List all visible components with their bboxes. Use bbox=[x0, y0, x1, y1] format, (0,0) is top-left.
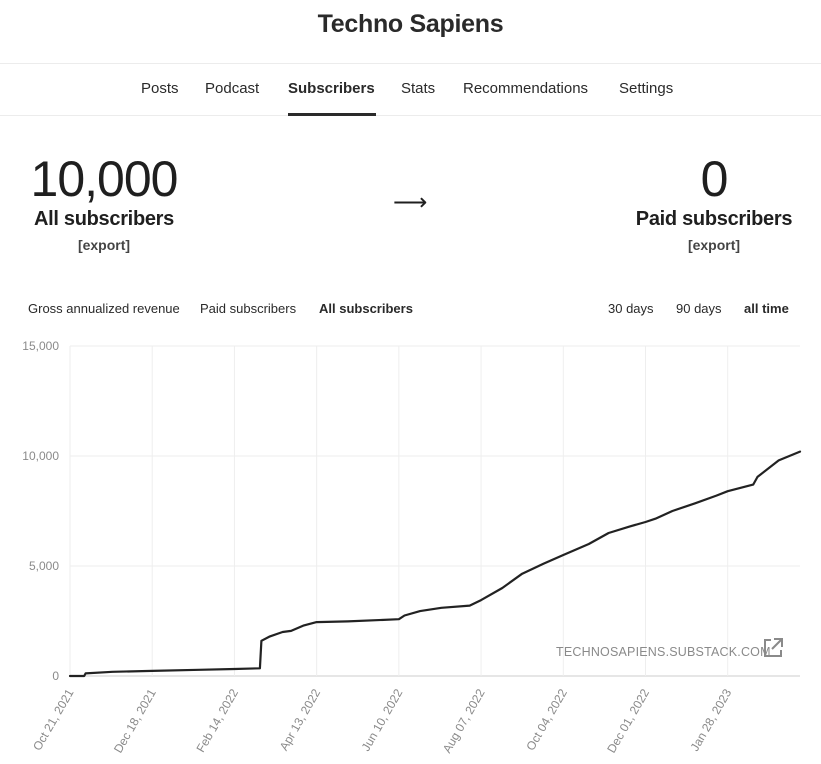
x-tick-label: Oct 21, 2021 bbox=[30, 686, 77, 753]
x-tick-label: Jun 10, 2022 bbox=[359, 686, 406, 753]
filter-paid-subscribers[interactable]: Paid subscribers bbox=[200, 301, 297, 316]
active-tab-underline bbox=[288, 113, 376, 116]
all-subscribers-count: 10,000 bbox=[30, 151, 179, 207]
x-tick-label: Jan 28, 2023 bbox=[687, 686, 734, 753]
y-tick-label: 0 bbox=[52, 669, 59, 683]
range-all-time[interactable]: all time bbox=[744, 301, 789, 316]
subscribers-series-line bbox=[68, 450, 802, 678]
x-tick-label: Dec 18, 2021 bbox=[111, 686, 159, 755]
y-tick-label: 15,000 bbox=[22, 339, 59, 353]
x-tick-label: Oct 04, 2022 bbox=[523, 686, 570, 753]
all-subscribers-label: All subscribers bbox=[33, 208, 174, 230]
tab-stats[interactable]: Stats bbox=[401, 80, 436, 97]
tab-settings[interactable]: Settings bbox=[619, 80, 674, 97]
top-nav: Posts Podcast Subscribers Stats Recommen… bbox=[0, 63, 821, 116]
tab-subscribers[interactable]: Subscribers bbox=[288, 80, 375, 97]
all-subscribers-export-link[interactable]: [export] bbox=[77, 237, 131, 253]
external-link-icon[interactable] bbox=[762, 637, 784, 659]
tab-podcast[interactable]: Podcast bbox=[205, 80, 260, 97]
filter-all-subscribers[interactable]: All subscribers bbox=[319, 301, 413, 316]
site-title: Techno Sapiens bbox=[317, 10, 504, 38]
x-tick-label: Aug 07, 2022 bbox=[440, 686, 488, 755]
x-tick-label: Apr 13, 2022 bbox=[277, 686, 324, 753]
tab-recommendations[interactable]: Recommendations bbox=[463, 80, 589, 97]
range-90-days[interactable]: 90 days bbox=[676, 301, 722, 316]
y-tick-label: 5,000 bbox=[29, 559, 59, 573]
paid-subscribers-label: Paid subscribers bbox=[635, 208, 793, 230]
tab-posts[interactable]: Posts bbox=[141, 80, 179, 97]
x-tick-label: Dec 01, 2022 bbox=[604, 686, 652, 755]
right-arrow-icon: ⟶ bbox=[393, 189, 428, 216]
y-tick-label: 10,000 bbox=[22, 449, 59, 463]
range-30-days[interactable]: 30 days bbox=[608, 301, 654, 316]
paid-subscribers-count: 0 bbox=[700, 151, 729, 207]
subscribers-chart: 0 5,000 10,000 15,000 Oct 21, 2021 Dec 18, 20… bbox=[22, 339, 802, 755]
watermark: TECHNOSAPIENS.SUBSTACK.COM bbox=[556, 645, 771, 659]
filter-gross-annualized-revenue[interactable]: Gross annualized revenue bbox=[28, 301, 180, 316]
x-tick-label: Feb 14, 2022 bbox=[194, 686, 242, 755]
paid-subscribers-export-link[interactable]: [export] bbox=[687, 237, 741, 253]
